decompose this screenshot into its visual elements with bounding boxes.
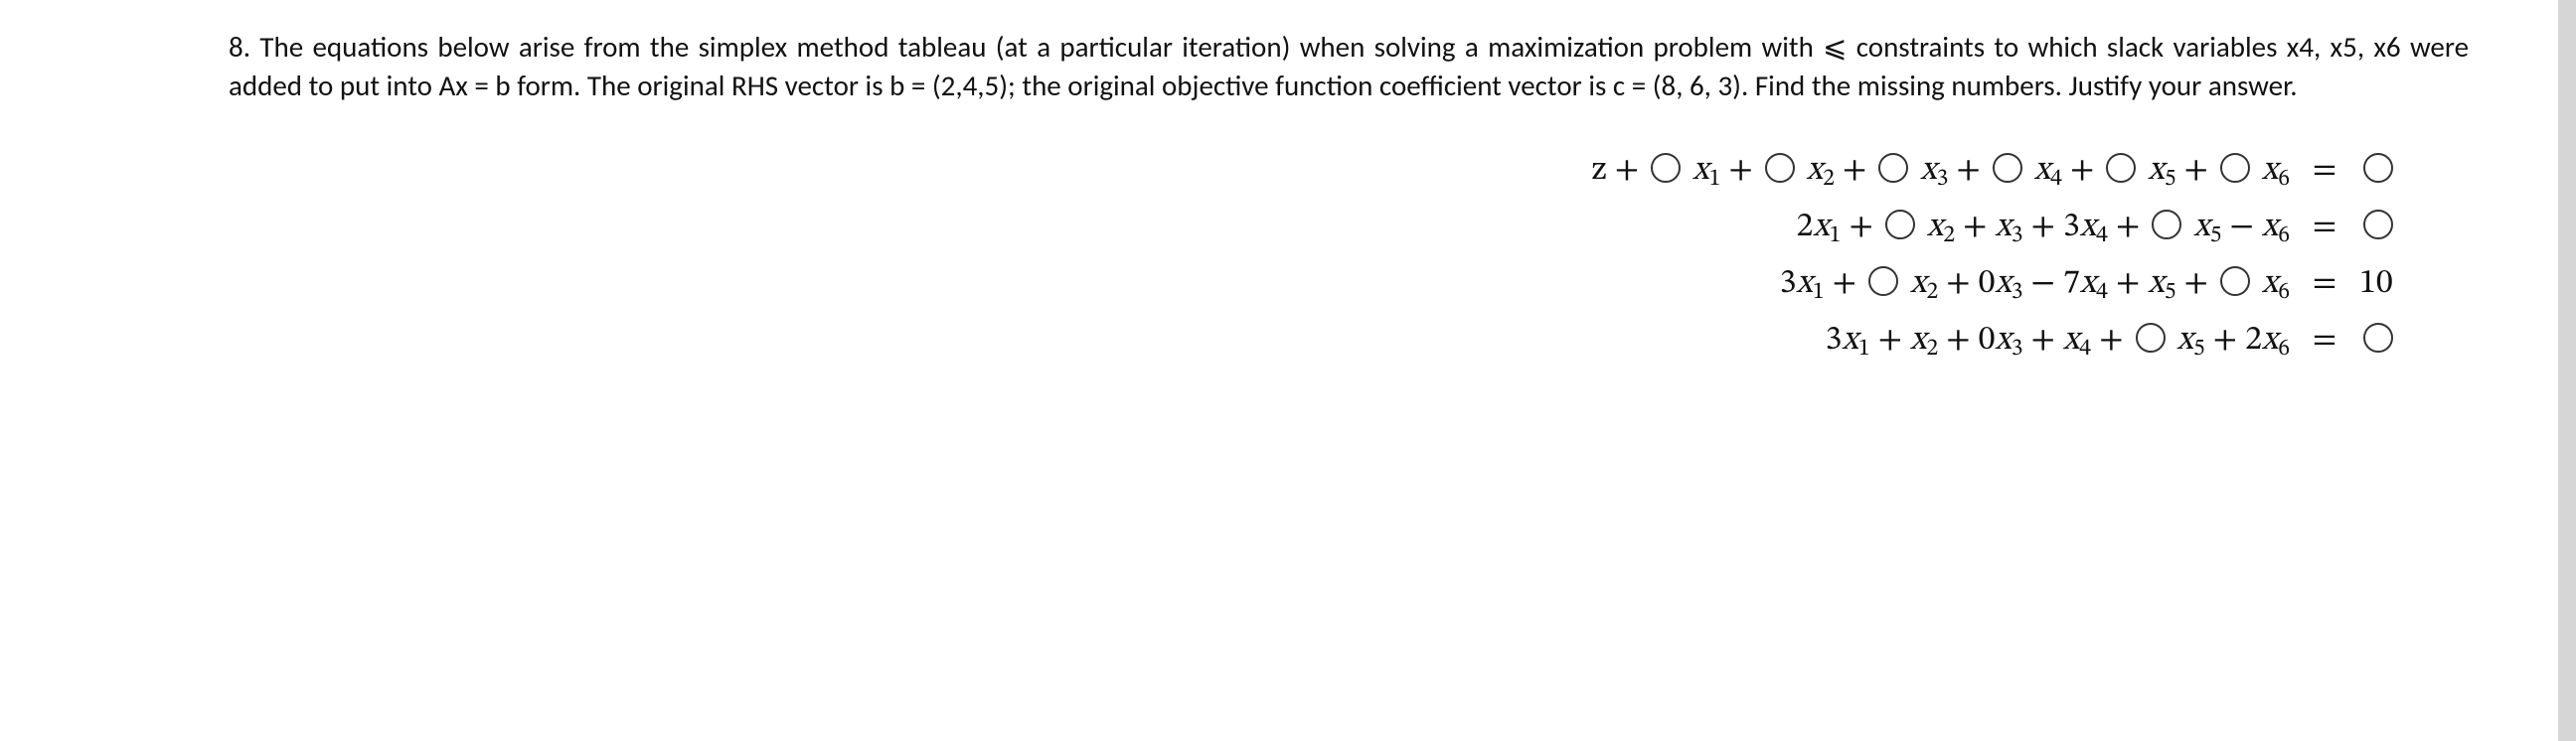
blank-circle (2363, 153, 2393, 183)
blank-circle (1885, 210, 1915, 239)
eq-rhs (2359, 315, 2469, 368)
equation-objective: z + x1 + x2 + x3 + x4 + x5 + x6= (368, 145, 2469, 198)
problem-statement: 8. The equations below arise from the si… (229, 28, 2469, 105)
problem-number: 8. (229, 29, 250, 65)
eq-lhs: 3x1 + x2 + 0x3 − 7x4 + x5 + x6 (368, 258, 2290, 311)
blank-circle (2152, 210, 2181, 239)
eq-lhs: 2x1 + x2 + x3 + 3x4 + x5 − x6 (368, 202, 2290, 254)
problem-body: The equations below arise from the simpl… (229, 29, 2469, 103)
blank-circle (2220, 266, 2250, 296)
blank-circle (1878, 153, 1908, 183)
equals-sign: = (2290, 258, 2359, 311)
equals-sign: = (2290, 315, 2359, 368)
blank-circle (1993, 153, 2022, 183)
equation-constraint-1: 2x1 + x2 + x3 + 3x4 + x5 − x6= (368, 202, 2469, 254)
equation-constraint-2: 3x1 + x2 + 0x3 − 7x4 + x5 + x6=10 (368, 258, 2469, 311)
eq-rhs: 10 (2359, 258, 2469, 311)
page: 8. The equations below arise from the si… (0, 0, 2558, 741)
blank-circle (2363, 323, 2393, 353)
eq-lhs: z + x1 + x2 + x3 + x4 + x5 + x6 (368, 145, 2290, 198)
blank-circle (2363, 210, 2393, 239)
blank-circle (1765, 153, 1795, 183)
eq-rhs (2359, 145, 2469, 198)
eq-lhs: 3x1 + x2 + 0x3 + x4 + x5 + 2x6 (368, 315, 2290, 368)
blank-circle (1651, 153, 1681, 183)
blank-circle (2106, 153, 2136, 183)
blank-circle (2136, 323, 2166, 353)
equals-sign: = (2290, 145, 2359, 198)
blank-circle (2220, 153, 2250, 183)
equals-sign: = (2290, 202, 2359, 254)
eq-rhs (2359, 202, 2469, 254)
equation-block: z + x1 + x2 + x3 + x4 + x5 + x6=2x1 + x2… (368, 145, 2469, 367)
equation-constraint-3: 3x1 + x2 + 0x3 + x4 + x5 + 2x6= (368, 315, 2469, 368)
blank-circle (1868, 266, 1898, 296)
